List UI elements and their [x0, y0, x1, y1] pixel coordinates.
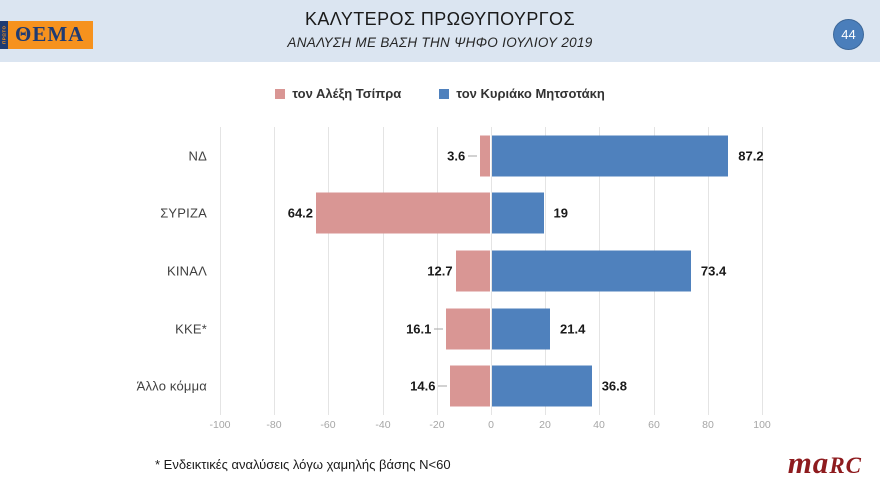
x-axis-tick-label: -100	[209, 419, 231, 431]
bar-mitsotakis	[492, 192, 544, 234]
value-text: 12.7	[427, 263, 453, 279]
value-label-tsipras: 12.7	[427, 263, 452, 278]
gridline	[274, 127, 275, 415]
legend-label: τον Κυριάκο Μητσοτάκη	[456, 86, 605, 101]
category-label: ΚΙΝΑΛ	[166, 263, 207, 279]
value-label-tsipras: 16.1	[406, 321, 444, 337]
marc-logo: maRC	[788, 447, 862, 478]
value-text: 3.6	[447, 148, 466, 164]
bar-mitsotakis	[492, 365, 592, 407]
category-label: ΝΔ	[188, 148, 207, 164]
marc-logo-rc: RC	[829, 453, 862, 478]
category-label: ΣΥΡΙΖΑ	[160, 205, 207, 221]
chart-subtitle: ΑΝΑΛΥΣΗ ΜΕ ΒΑΣΗ ΤΗΝ ΨΗΦΟ ΙΟΥΛΙΟΥ 2019	[287, 35, 593, 50]
x-axis-tick-label: 60	[648, 419, 660, 431]
value-text: 21.4	[560, 321, 586, 337]
leader-line	[434, 328, 444, 330]
value-label-mitsotakis: 19	[554, 206, 568, 221]
legend-swatch	[275, 88, 286, 99]
legend-label: τον Αλέξη Τσίπρα	[292, 86, 402, 101]
gridline	[383, 127, 384, 415]
chart-row: Άλλο κόμμα 14.6 36.8	[0, 357, 880, 415]
legend: τον Αλέξη Τσίπρα τον Κυριάκο Μητσοτάκη	[0, 86, 880, 101]
x-axis-tick-label: -40	[375, 419, 391, 431]
chart-row: ΝΔ 3.6 87.2	[0, 127, 880, 185]
x-axis-tick-label: 0	[488, 419, 494, 431]
gridline	[220, 127, 221, 415]
marc-logo-ma: ma	[787, 445, 830, 480]
chart-row: ΚΚΕ* 16.1 21.4	[0, 300, 880, 358]
leader-line	[468, 155, 478, 157]
legend-item-mitsotakis: τον Κυριάκο Μητσοτάκη	[439, 86, 605, 101]
gridline	[328, 127, 329, 415]
value-text: 19	[553, 205, 568, 221]
value-label-mitsotakis: 36.8	[602, 379, 627, 394]
legend-swatch	[439, 88, 450, 99]
value-text: 14.6	[410, 378, 436, 394]
x-axis-tick-label: 100	[753, 419, 771, 431]
value-label-tsipras: 64.2	[288, 206, 313, 221]
legend-item-tsipras: τον Αλέξη Τσίπρα	[275, 86, 401, 101]
value-label-tsipras: 14.6	[410, 378, 448, 394]
x-axis-tick-label: 40	[593, 419, 605, 431]
x-axis-tick-label: 20	[539, 419, 551, 431]
bar-tsipras	[316, 192, 490, 234]
value-label-tsipras: 3.6	[447, 148, 478, 164]
chart-row: ΚΙΝΑΛ 12.7 73.4	[0, 242, 880, 300]
value-label-mitsotakis: 21.4	[560, 321, 585, 336]
bar-mitsotakis	[492, 250, 691, 292]
value-text: 64.2	[287, 205, 314, 221]
value-text: 87.2	[738, 148, 764, 164]
x-axis-tick-label: -80	[266, 419, 282, 431]
proto-thema-logo: ΠΡΩΤΟ ΘΕΜΑ	[0, 21, 94, 49]
x-axis: -100 -80 -60 -40 -20 0 20 40 60 80 100	[0, 419, 880, 435]
bar-mitsotakis	[492, 308, 550, 350]
leader-line	[438, 385, 448, 387]
x-axis-tick-label: -60	[320, 419, 336, 431]
value-text: 36.8	[601, 378, 627, 394]
gridline	[708, 127, 709, 415]
proto-thema-logo-text: ΘΕΜΑ	[8, 21, 94, 49]
x-axis-tick-label: -20	[429, 419, 445, 431]
value-text: 73.4	[700, 263, 727, 279]
gridline	[437, 127, 438, 415]
bar-tsipras	[455, 250, 490, 292]
value-label-mitsotakis: 73.4	[701, 263, 726, 278]
value-text: 16.1	[406, 321, 432, 337]
page-number-badge: 44	[833, 19, 864, 50]
category-label: ΚΚΕ*	[175, 321, 207, 337]
x-axis-tick-label: 80	[702, 419, 714, 431]
chart-title: ΚΑΛΥΤΕΡΟΣ ΠΡΩΘΥΠΟΥΡΓΟΣ	[304, 9, 575, 29]
value-label-mitsotakis: 87.2	[738, 148, 763, 163]
gridline	[491, 127, 492, 415]
bar-tsipras	[446, 308, 490, 350]
bar-tsipras	[480, 135, 490, 177]
header: ΠΡΩΤΟ ΘΕΜΑ ΚΑΛΥΤΕΡΟΣ ΠΡΩΘΥΠΟΥΡΓΟΣ ΑΝΑΛΥΣ…	[0, 0, 880, 62]
chart-row: ΣΥΡΙΖΑ 64.2 19	[0, 185, 880, 243]
category-label: Άλλο κόμμα	[136, 378, 207, 394]
bar-mitsotakis	[492, 135, 729, 177]
plot-area: ΝΔ 3.6 87.2 ΣΥΡΙΖΑ 64.2 19 ΚΙΝΑΛ 12.7 73.4 ΚΚΕ* 16…	[0, 127, 880, 415]
footnote: * Ενδεικτικές αναλύσεις λόγω χαμηλής βάσ…	[155, 457, 451, 472]
bar-tsipras	[450, 365, 490, 407]
gridline	[762, 127, 763, 415]
